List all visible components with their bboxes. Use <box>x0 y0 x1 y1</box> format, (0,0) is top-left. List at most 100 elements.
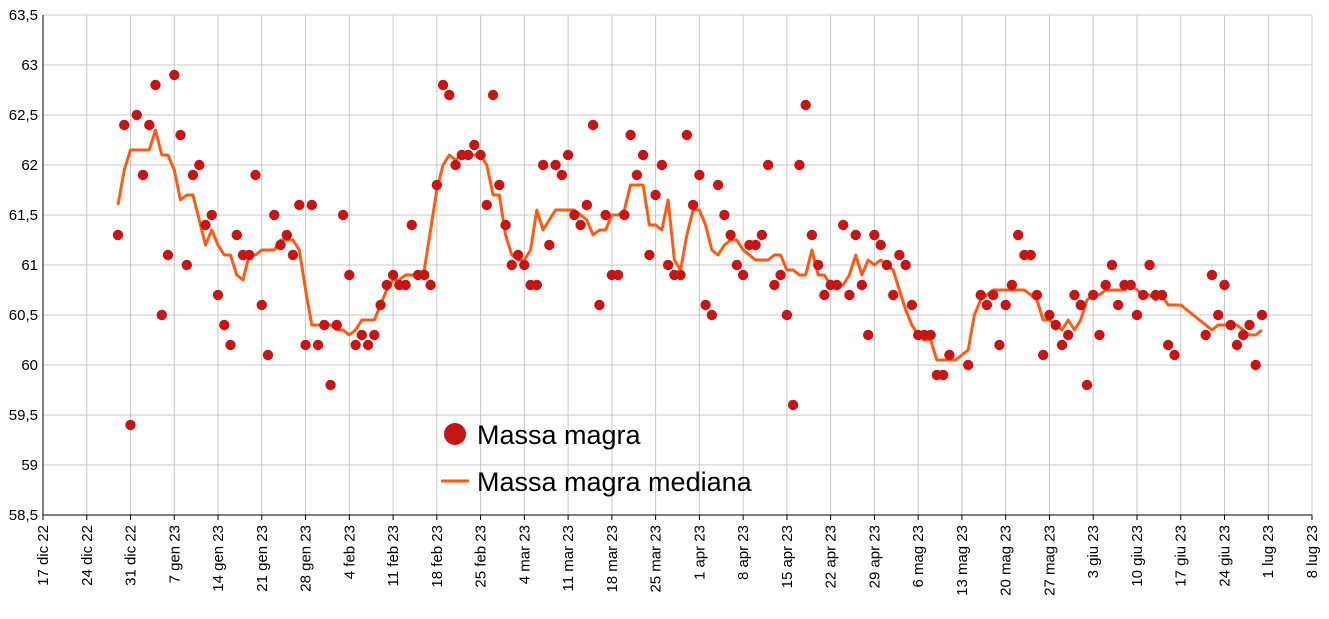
data-point <box>594 299 605 311</box>
data-point <box>181 259 192 271</box>
data-point <box>1163 339 1174 351</box>
legend-label-median: Massa magra mediana <box>477 467 753 497</box>
data-point <box>625 129 636 141</box>
data-point <box>325 379 336 391</box>
data-point <box>612 269 624 281</box>
data-point <box>281 229 292 241</box>
data-point <box>500 219 511 231</box>
data-point <box>888 289 899 301</box>
legend-marker-points <box>444 423 466 445</box>
data-point <box>819 289 830 301</box>
data-point <box>856 279 868 291</box>
y-tick-label: 63,5 <box>9 7 38 24</box>
data-point <box>1131 309 1143 321</box>
data-point <box>881 259 893 271</box>
y-tick-label: 60,5 <box>9 307 38 324</box>
data-point <box>337 209 349 221</box>
data-point <box>1081 379 1093 391</box>
x-tick-label: 8 apr 23 <box>735 525 752 580</box>
data-point <box>781 309 793 321</box>
data-point <box>631 169 643 181</box>
data-point <box>200 219 211 231</box>
data-point <box>294 199 305 211</box>
scatter-series <box>112 69 1268 431</box>
data-point <box>988 289 999 301</box>
data-point <box>1063 329 1074 341</box>
y-tick-label: 59,5 <box>9 407 38 424</box>
data-point <box>575 219 586 231</box>
data-point <box>269 209 280 221</box>
data-point <box>775 269 786 281</box>
x-tick-label: 18 feb 23 <box>429 525 446 588</box>
x-tick-label: 1 lug 23 <box>1260 525 1277 578</box>
data-point <box>587 119 599 131</box>
data-point <box>675 269 686 281</box>
data-point <box>875 239 886 251</box>
data-point <box>1050 319 1061 331</box>
data-point <box>1256 309 1268 321</box>
data-point <box>137 169 149 181</box>
data-point <box>681 129 693 141</box>
data-point <box>1044 309 1055 321</box>
x-tick-label: 22 apr 23 <box>823 525 840 588</box>
data-point <box>250 169 261 181</box>
data-point <box>287 249 299 261</box>
data-point <box>737 269 749 281</box>
data-point <box>938 369 949 381</box>
data-point <box>1250 359 1261 371</box>
data-point <box>644 249 655 261</box>
data-point <box>725 229 736 241</box>
x-tick-label: 4 mar 23 <box>516 525 533 584</box>
data-point <box>119 119 130 131</box>
data-point <box>1206 269 1218 281</box>
data-point <box>225 339 236 351</box>
data-point <box>1056 339 1068 351</box>
x-tick-label: 14 gen 23 <box>210 525 227 592</box>
data-point <box>462 149 474 161</box>
y-tick-label: 60 <box>21 357 38 374</box>
y-tick-label: 61,5 <box>9 207 38 224</box>
data-point <box>1138 289 1149 301</box>
data-point <box>550 159 561 171</box>
x-tick-label: 25 mar 23 <box>648 525 665 593</box>
data-point <box>700 299 711 311</box>
data-point <box>1013 229 1024 241</box>
legend-label-points: Massa magra <box>477 420 642 450</box>
legend: Massa magra Massa magra mediana <box>441 420 753 497</box>
median-line <box>116 128 1263 362</box>
data-point <box>850 229 861 241</box>
y-tick-label: 63 <box>21 57 38 74</box>
data-point <box>769 279 780 291</box>
x-axis-tick-labels: 17 dic 22 24 dic 22 31 dic 22 7 gen 23 14 ge… <box>35 525 1321 596</box>
x-tick-label: 11 feb 23 <box>385 525 402 586</box>
data-point <box>125 419 136 431</box>
data-point <box>656 159 668 171</box>
y-tick-label: 58,5 <box>9 507 38 524</box>
data-point <box>806 229 818 241</box>
data-point <box>262 349 274 361</box>
data-point <box>1169 349 1180 361</box>
data-point <box>687 199 699 211</box>
data-point <box>1069 289 1080 301</box>
y-tick-label: 61 <box>21 257 38 274</box>
data-point <box>531 279 542 291</box>
data-point <box>762 159 774 171</box>
data-point <box>1156 289 1168 301</box>
x-tick-label: 15 apr 23 <box>779 525 796 588</box>
data-point <box>425 279 436 291</box>
x-tick-label: 24 dic 22 <box>79 525 96 586</box>
data-point <box>1231 339 1243 351</box>
data-point <box>1106 259 1118 271</box>
data-point <box>963 359 974 371</box>
x-tick-label: 11 mar 23 <box>560 525 577 591</box>
data-point <box>569 209 580 221</box>
data-point <box>1094 329 1105 341</box>
data-point <box>1000 299 1011 311</box>
axes <box>42 15 1313 520</box>
data-point <box>1088 289 1099 301</box>
data-point <box>1038 349 1049 361</box>
data-point <box>838 219 849 231</box>
data-point <box>619 209 630 221</box>
data-point <box>750 239 761 251</box>
